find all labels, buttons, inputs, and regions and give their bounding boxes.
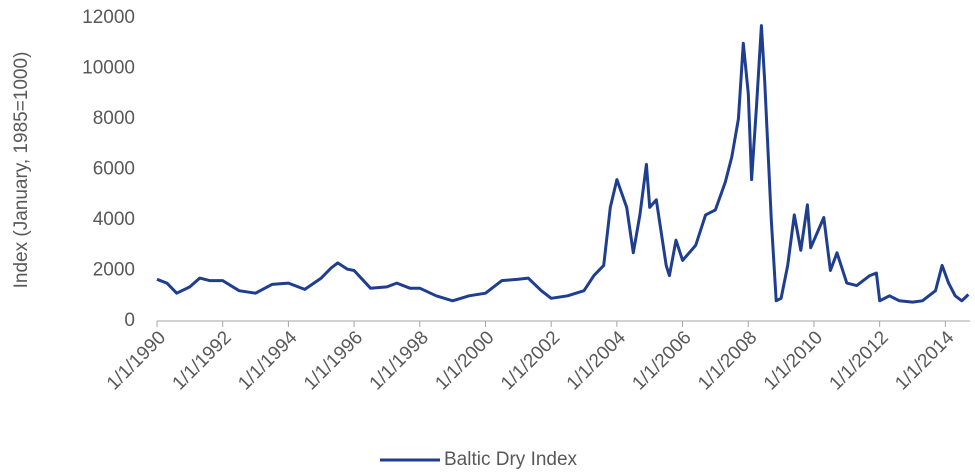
x-tick-label: 1/1/1996 [300, 327, 367, 394]
y-tick-label: 0 [124, 310, 135, 331]
x-tick-label: 1/1/2012 [826, 327, 893, 394]
x-tick-label: 1/1/2010 [760, 327, 827, 394]
x-tick-label: 1/1/2014 [891, 327, 958, 394]
x-tick-label: 1/1/1990 [103, 327, 170, 394]
series-line [156, 24, 970, 304]
legend-label: Baltic Dry Index [444, 449, 578, 470]
x-tick-label: 1/1/1998 [366, 327, 433, 394]
y-tick-label: 2000 [93, 260, 135, 281]
x-tick-label: 1/1/2000 [431, 327, 498, 394]
x-tick-label: 1/1/2002 [497, 327, 564, 394]
y-tick-label: 6000 [93, 159, 135, 180]
x-tick-label: 1/1/2004 [563, 327, 630, 394]
x-tick-label: 1/1/1992 [169, 327, 236, 394]
y-tick-label: 12000 [82, 7, 135, 28]
y-axis-label: Index (January, 1985=1000) [11, 52, 32, 289]
x-tick-label: 1/1/2006 [629, 327, 696, 394]
y-tick-label: 4000 [93, 209, 135, 230]
y-tick-label: 8000 [93, 108, 135, 129]
x-tick-label: 1/1/2008 [694, 327, 761, 394]
x-tick-label: 1/1/1994 [234, 327, 301, 394]
y-tick-label: 10000 [82, 58, 135, 79]
